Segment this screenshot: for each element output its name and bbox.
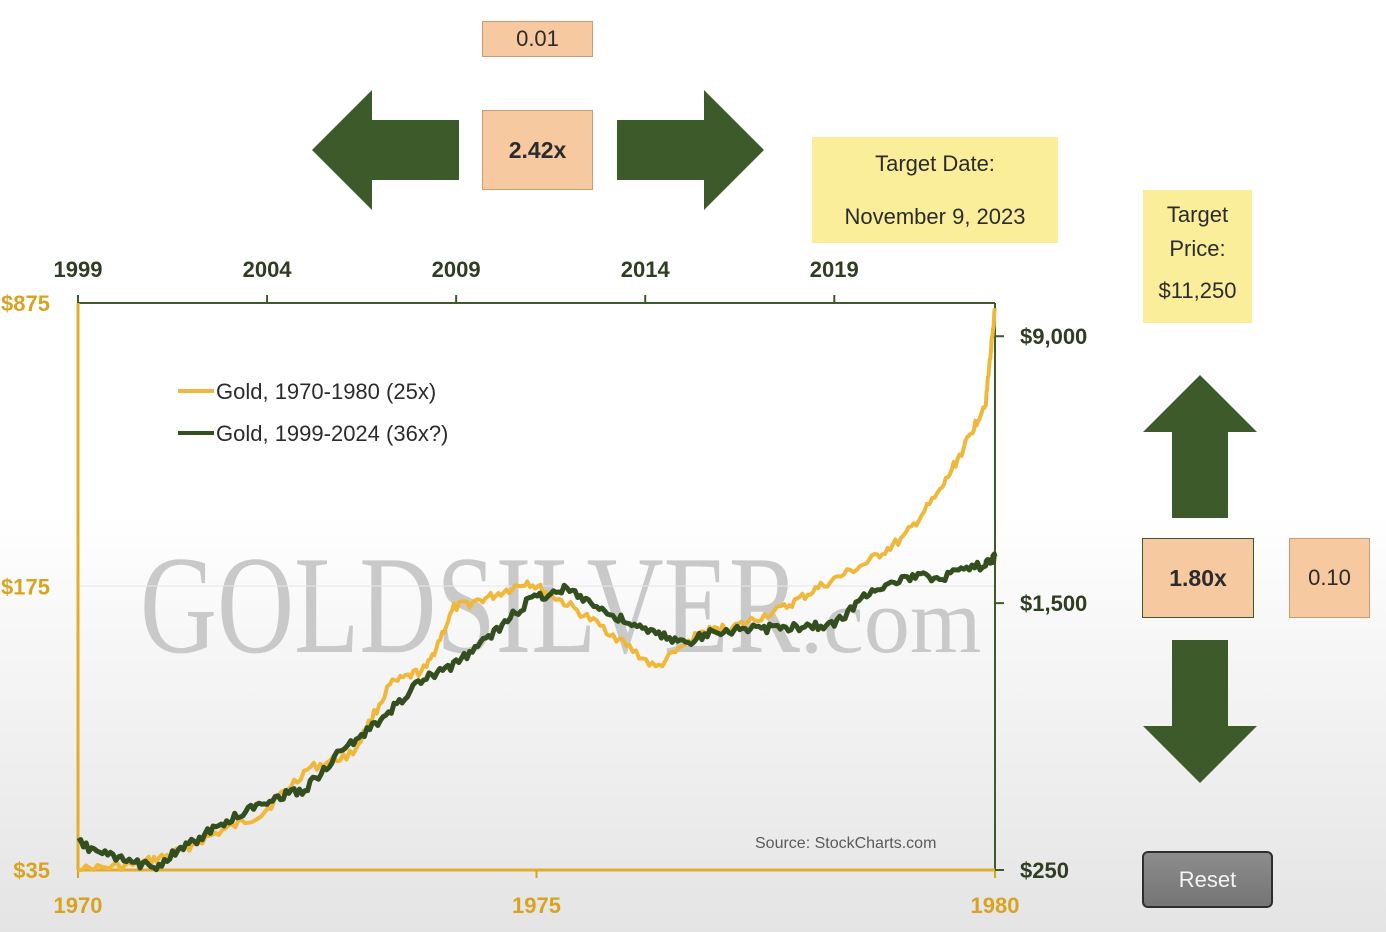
top-axis-tick-label: 2019 — [810, 257, 859, 282]
legend: Gold, 1970-1980 (25x) Gold, 1999-2024 (3… — [178, 379, 448, 446]
target-date-box: Target Date: November 9, 2023 — [812, 137, 1058, 243]
top-axis-tick-label: 2004 — [243, 257, 293, 282]
legend-label-gold-1999: Gold, 1999-2024 (36x?) — [216, 421, 448, 446]
target-price-box: Target Price: $11,250 — [1143, 190, 1252, 323]
y-multiplier[interactable]: 1.80x — [1142, 538, 1254, 618]
top-axis-tick-label: 2009 — [432, 257, 481, 282]
series-line-gold-1999-2024 — [76, 551, 998, 873]
shift-left-arrow[interactable] — [312, 90, 459, 210]
bottom-axis-tick-label: 1970 — [54, 893, 103, 918]
top-axis-tick-label: 1999 — [54, 257, 103, 282]
target-date-label: Target Date: — [875, 151, 995, 176]
arrow-down-icon — [1143, 640, 1257, 783]
right-axis-tick-label: $9,000 — [1020, 324, 1087, 349]
target-price-label-line1: Target — [1166, 201, 1229, 227]
legend-label-gold-1970: Gold, 1970-1980 (25x) — [216, 379, 436, 404]
target-date-value: November 9, 2023 — [844, 204, 1026, 229]
left-axis-tick-label: $875 — [1, 291, 50, 316]
top-axis-tick-label: 2014 — [621, 257, 671, 282]
bottom-axis-tick-label: 1980 — [971, 893, 1020, 918]
series-line-gold-1970-1980 — [78, 307, 997, 872]
source-note: Source: StockCharts.com — [755, 835, 936, 852]
bottom-axis-tick-label: 1975 — [512, 893, 561, 918]
scale-down-arrow[interactable] — [1143, 640, 1257, 783]
series-lines — [76, 307, 998, 873]
right-axis-tick-label: $250 — [1020, 858, 1069, 883]
left-axis-tick-label: $35 — [13, 858, 50, 883]
axis-ticks: 1970 1975 1980 1999 2004 2009 2014 2019 $35 $175 $… — [1, 257, 1087, 918]
arrow-right-icon — [617, 90, 764, 210]
target-price-value: $11,250 — [1158, 277, 1237, 303]
arrow-left-icon — [312, 90, 459, 210]
left-axis-tick-label: $175 — [1, 575, 50, 600]
x-step-value[interactable]: 0.01 — [482, 21, 593, 57]
arrow-up-icon — [1143, 375, 1257, 518]
scale-up-arrow[interactable] — [1143, 375, 1257, 518]
x-multiplier[interactable]: 2.42x — [482, 110, 593, 190]
watermark: GOLDSILVER .com — [140, 528, 981, 683]
y-step-value[interactable]: 0.10 — [1289, 538, 1370, 618]
shift-right-arrow[interactable] — [617, 90, 764, 210]
reset-button[interactable]: Reset — [1142, 851, 1273, 908]
right-axis-tick-label: $1,500 — [1020, 591, 1087, 616]
target-price-label-line2: Price: — [1169, 235, 1226, 261]
